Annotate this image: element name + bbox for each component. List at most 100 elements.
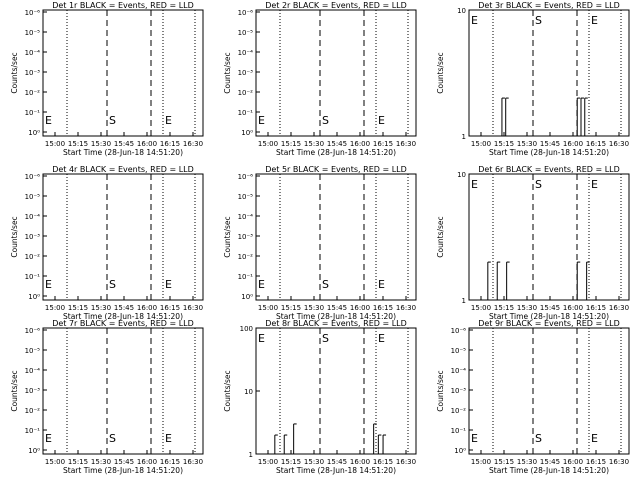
panel-title: Det 3r BLACK = Events, RED = LLD [478, 1, 620, 10]
x-tick-label: 16:15 [373, 458, 393, 466]
x-tick-label: 15:45 [540, 140, 560, 148]
y-axis-label: Counts/sec [436, 52, 445, 93]
y-tick-label: 10⁻¹ [25, 427, 41, 435]
marker-label-end: E [378, 114, 385, 127]
y-tick-label: 10⁰ [28, 129, 40, 137]
marker-label-start: E [258, 332, 265, 345]
x-tick-label: 15:00 [258, 458, 278, 466]
x-tick-label: 15:30 [517, 140, 537, 148]
y-tick-label: 1 [462, 297, 466, 305]
x-tick-label: 16:15 [373, 304, 393, 312]
y-axis-label: Counts/sec [223, 370, 232, 411]
x-tick-label: 16:30 [396, 458, 416, 466]
y-tick-label: 10⁻¹ [25, 273, 41, 281]
x-tick-label: 15:45 [327, 140, 347, 148]
y-tick-label: 10 [457, 7, 466, 15]
panel-title: Det 9r BLACK = Events, RED = LLD [478, 319, 620, 328]
x-axis-label: Start Time (28-Jun-18 14:51:20) [63, 466, 183, 475]
x-axis-label: Start Time (28-Jun-18 14:51:20) [63, 148, 183, 157]
x-tick-label: 16:00 [350, 140, 370, 148]
y-tick-label: 10⁰ [28, 447, 40, 455]
x-axis-label: Start Time (28-Jun-18 14:51:20) [276, 312, 396, 321]
marker-label-end: E [591, 432, 598, 445]
y-tick-label: 10⁻⁴ [25, 367, 41, 375]
x-tick-label: 15:00 [471, 140, 491, 148]
y-tick-label: 10⁻⁶ [238, 173, 254, 181]
x-tick-label: 15:30 [517, 304, 537, 312]
marker-label-s: S [322, 278, 329, 291]
x-tick-label: 16:30 [609, 304, 629, 312]
marker-label-s: S [535, 432, 542, 445]
y-tick-label: 10⁻⁴ [451, 367, 467, 375]
y-tick-label: 10⁻⁶ [238, 9, 254, 17]
y-tick-label: 10⁻¹ [238, 109, 254, 117]
marker-label-s: S [322, 114, 329, 127]
x-tick-label: 16:00 [563, 140, 583, 148]
x-tick-label: 15:30 [91, 140, 111, 148]
x-axis-label: Start Time (28-Jun-18 14:51:20) [489, 312, 609, 321]
x-tick-label: 16:15 [586, 140, 606, 148]
x-tick-label: 15:15 [281, 140, 301, 148]
y-tick-label: 10⁻⁵ [25, 347, 41, 355]
x-tick-label: 15:30 [91, 458, 111, 466]
y-tick-label: 10⁻⁶ [25, 173, 41, 181]
x-tick-label: 15:45 [540, 458, 560, 466]
x-tick-label: 15:00 [258, 140, 278, 148]
y-tick-label: 1 [249, 451, 253, 459]
x-axis-label: Start Time (28-Jun-18 14:51:20) [489, 148, 609, 157]
marker-label-start: E [45, 278, 52, 291]
plot-frame [255, 9, 417, 137]
y-tick-label: 100 [240, 325, 253, 333]
marker-label-s: S [109, 432, 116, 445]
x-tick-label: 15:30 [304, 304, 324, 312]
y-tick-label: 10⁻³ [25, 69, 41, 77]
plot-frame [255, 173, 417, 301]
x-tick-label: 16:15 [160, 304, 180, 312]
y-tick-label: 10⁻² [25, 89, 41, 97]
y-tick-label: 10 [457, 171, 466, 179]
y-tick-label: 10⁻⁴ [25, 213, 41, 221]
y-tick-label: 10⁻⁴ [238, 49, 254, 57]
x-tick-label: 16:30 [396, 304, 416, 312]
panel-title: Det 5r BLACK = Events, RED = LLD [265, 165, 407, 174]
y-axis-label: Counts/sec [223, 52, 232, 93]
y-tick-label: 10⁻³ [451, 387, 467, 395]
y-tick-label: 10⁰ [241, 293, 253, 301]
marker-label-s: S [535, 178, 542, 191]
x-tick-label: 16:00 [563, 304, 583, 312]
x-tick-label: 15:00 [45, 304, 65, 312]
x-tick-label: 15:30 [91, 304, 111, 312]
y-tick-label: 10⁻³ [238, 233, 254, 241]
y-tick-label: 10⁻² [451, 407, 467, 415]
plot-frame [468, 173, 630, 301]
y-tick-label: 10⁻⁴ [238, 213, 254, 221]
marker-label-start: E [471, 178, 478, 191]
marker-label-start: E [45, 432, 52, 445]
x-tick-label: 15:15 [494, 458, 514, 466]
marker-label-s: S [109, 114, 116, 127]
y-axis-label: Counts/sec [436, 216, 445, 257]
x-tick-label: 15:15 [68, 304, 88, 312]
plot-frame [42, 9, 204, 137]
marker-label-end: E [378, 278, 385, 291]
x-tick-label: 15:30 [517, 458, 537, 466]
x-tick-label: 15:00 [45, 140, 65, 148]
y-tick-label: 10⁻⁵ [25, 193, 41, 201]
x-tick-label: 16:15 [586, 458, 606, 466]
y-tick-label: 10⁻³ [238, 69, 254, 77]
x-tick-label: 15:45 [114, 140, 134, 148]
y-tick-label: 10⁻² [238, 89, 254, 97]
marker-label-start: E [45, 114, 52, 127]
panel-title: Det 6r BLACK = Events, RED = LLD [478, 165, 620, 174]
panel-title: Det 2r BLACK = Events, RED = LLD [265, 1, 407, 10]
y-tick-label: 10⁻² [25, 253, 41, 261]
y-axis-label: Counts/sec [436, 370, 445, 411]
plot-frame [42, 173, 204, 301]
x-tick-label: 15:15 [494, 304, 514, 312]
plot-frame [468, 9, 630, 137]
marker-label-start: E [258, 114, 265, 127]
x-tick-label: 16:30 [183, 304, 203, 312]
x-tick-label: 15:45 [327, 458, 347, 466]
y-axis-label: Counts/sec [10, 52, 19, 93]
y-axis-label: Counts/sec [223, 216, 232, 257]
